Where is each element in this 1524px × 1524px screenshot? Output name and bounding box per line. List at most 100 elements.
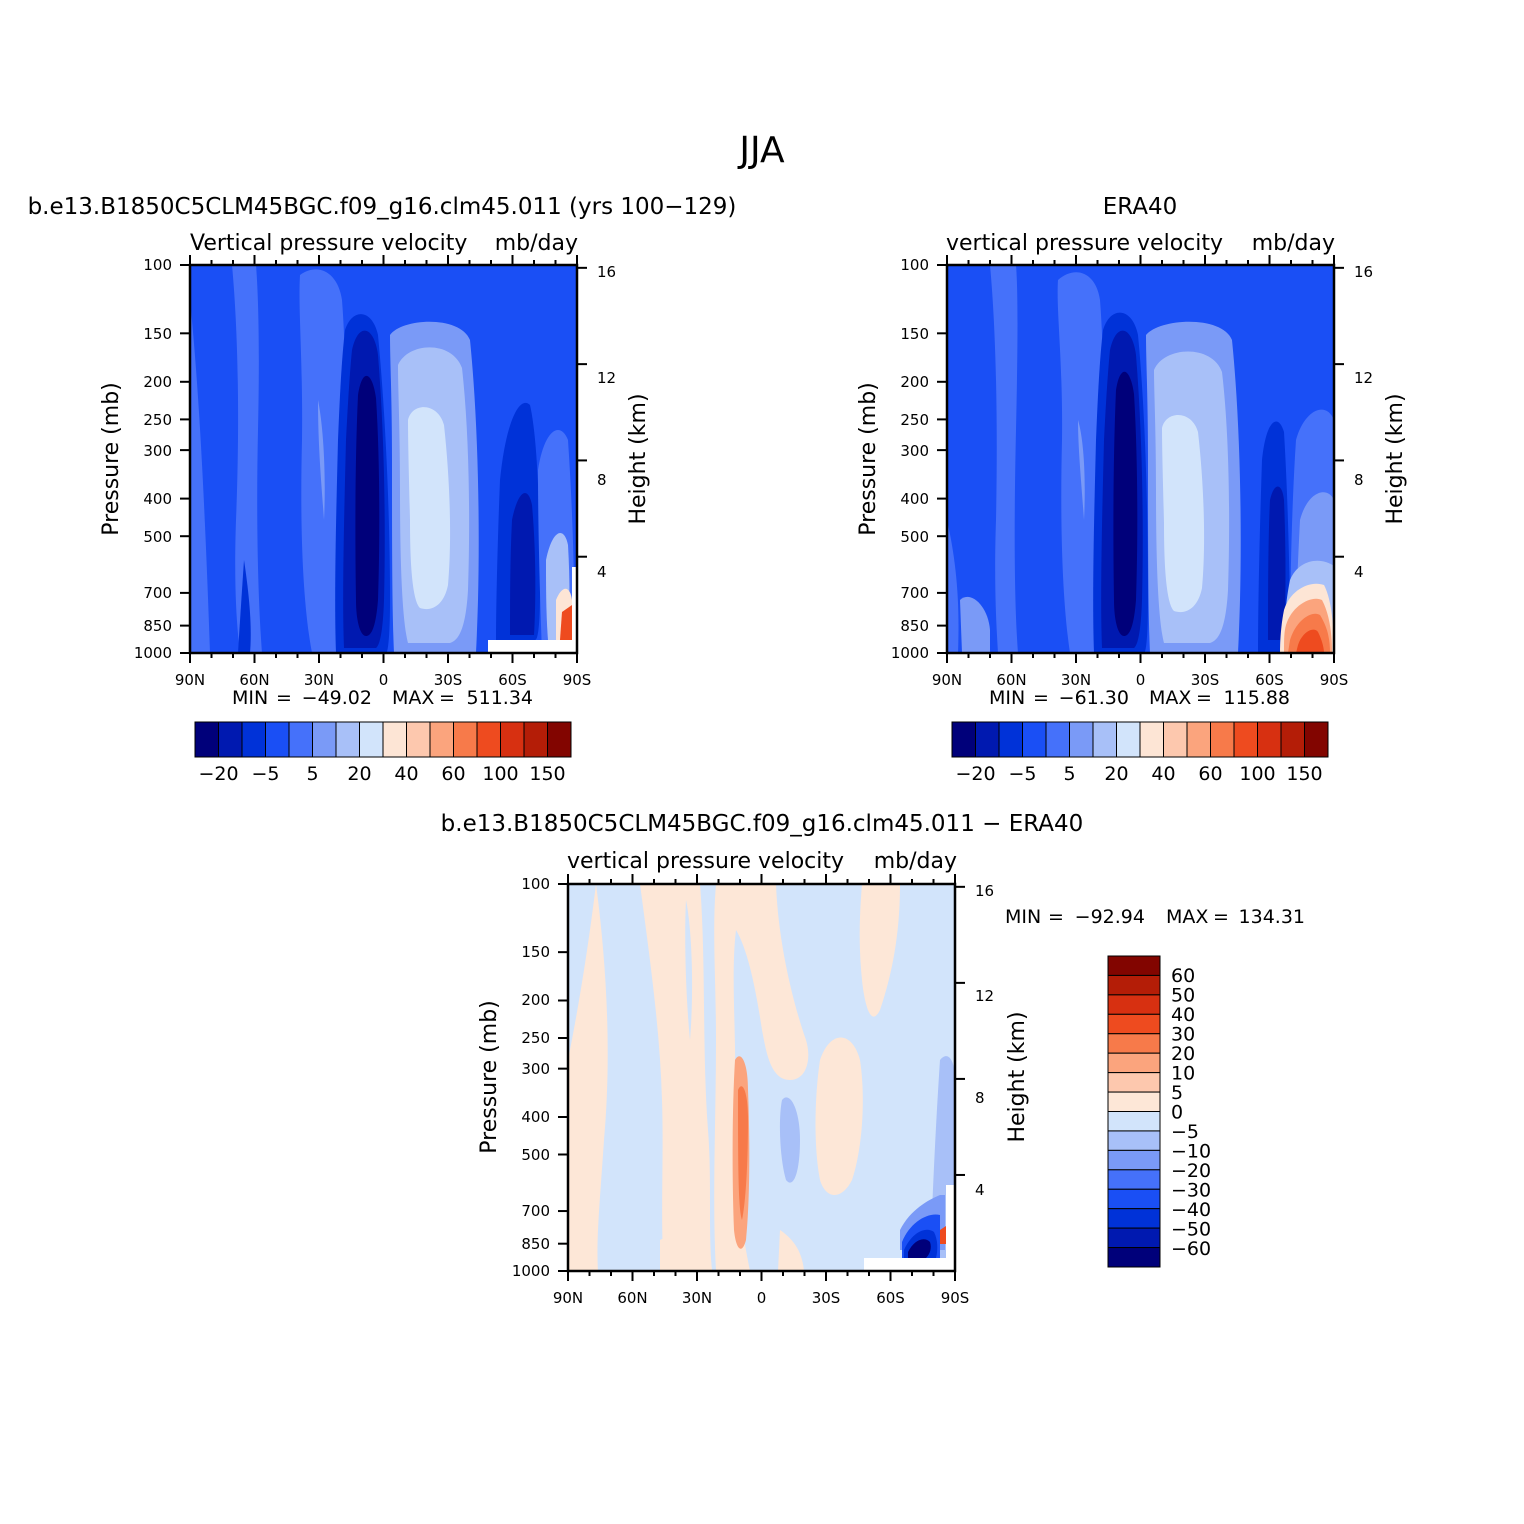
obs-y-tick-label: 100 xyxy=(900,256,929,274)
obs-y-tick-label: 500 xyxy=(900,528,929,546)
model-height-tick-label: 16 xyxy=(597,263,616,281)
model-contour-band xyxy=(232,265,262,653)
difference-contour-field xyxy=(568,884,955,1271)
obs-height-tick-label: 4 xyxy=(1354,563,1364,581)
difference-y-tick-label: 700 xyxy=(521,1202,550,1220)
difference-contour-band xyxy=(778,1230,804,1271)
obs-y-tick-label: 700 xyxy=(900,584,929,602)
obs-contour-field xyxy=(947,265,1334,653)
obs-x-tick-label: 90N xyxy=(932,671,962,689)
model-variable-label: Vertical pressure velocity xyxy=(190,231,467,256)
difference-panel: b.e13.B1850C5CLM45BGC.f09_g16.clm45.011 … xyxy=(441,811,1305,1307)
model-missing-data-mask xyxy=(572,567,577,640)
obs-colorbar-box xyxy=(1045,721,1070,758)
obs-y-tick-label: 300 xyxy=(900,442,929,460)
model-height-tick-label: 4 xyxy=(597,563,607,581)
model-height-tick-labels: 16 12 8 4 xyxy=(597,263,616,581)
obs-y-tick-label: 200 xyxy=(900,373,929,391)
model-y-tick-label: 500 xyxy=(143,528,172,546)
difference-contour-band xyxy=(859,884,900,1017)
model-colorbar-label: −20 xyxy=(198,763,238,785)
model-contour-band xyxy=(318,400,325,520)
model-tick-marks xyxy=(180,255,587,663)
difference-colorbar-box xyxy=(1107,1188,1161,1210)
difference-units-label: mb/day xyxy=(874,849,957,874)
obs-contour-band xyxy=(1268,486,1286,640)
difference-y-tick-labels: 100 150 200 250 300 400 500 700 850 1000 xyxy=(512,875,550,1280)
difference-x-tick-labels: 90N 60N 30N 0 30S 60S 90S xyxy=(553,1289,969,1307)
difference-min-max-stats: MIN = −92.94 MAX = 134.31 xyxy=(1005,906,1305,928)
model-panel: b.e13.B1850C5CLM45BGC.f09_g16.clm45.011 … xyxy=(28,194,737,785)
obs-y-tick-label: 150 xyxy=(900,325,929,343)
difference-colorbar-label: 5 xyxy=(1171,1082,1183,1104)
difference-contour-band xyxy=(640,884,712,1271)
model-x-tick-label: 60S xyxy=(498,671,527,689)
obs-contour-band xyxy=(1296,629,1324,653)
obs-contour-band xyxy=(947,520,959,653)
difference-panel-title: b.e13.B1850C5CLM45BGC.f09_g16.clm45.011 … xyxy=(441,811,1084,837)
difference-x-tick-label: 90N xyxy=(553,1289,583,1307)
difference-height-tick-label: 16 xyxy=(975,882,994,900)
model-y-tick-label: 300 xyxy=(143,442,172,460)
model-colorbar-box xyxy=(547,721,572,758)
difference-contour-band xyxy=(815,1037,863,1195)
difference-colorbar-box xyxy=(1107,994,1161,1015)
difference-height-axis-label: Height (km) xyxy=(1005,1011,1030,1142)
obs-colorbar-label: 150 xyxy=(1286,763,1322,785)
model-contour-band xyxy=(510,493,536,635)
difference-colorbar-box xyxy=(1107,1033,1161,1054)
difference-contour-band xyxy=(908,1239,931,1258)
model-min-label: MIN xyxy=(232,687,268,709)
obs-colorbar-label: 40 xyxy=(1151,763,1175,785)
difference-height-tick-label: 4 xyxy=(975,1181,985,1199)
model-colorbar-label: 5 xyxy=(306,763,318,785)
difference-colorbar-label: −30 xyxy=(1171,1180,1211,1202)
model-colorbar-box xyxy=(194,721,219,758)
obs-colorbar-label: −5 xyxy=(1008,763,1036,785)
difference-colorbar-label: 60 xyxy=(1171,965,1195,987)
difference-colorbar-box xyxy=(1107,1247,1161,1268)
obs-contour-band xyxy=(1113,371,1138,636)
difference-y-tick-label: 1000 xyxy=(512,1262,550,1280)
obs-colorbar-box xyxy=(1233,721,1258,758)
obs-colorbar-box xyxy=(1163,721,1188,758)
model-height-axis-label: Height (km) xyxy=(626,393,651,524)
obs-min-value: −61.30 xyxy=(1059,687,1129,709)
difference-contour-band xyxy=(714,884,809,1271)
model-y-tick-labels: 100 150 200 250 300 400 500 700 850 1000 xyxy=(134,256,172,662)
obs-height-tick-labels: 16 12 8 4 xyxy=(1354,263,1373,581)
model-colorbar-label: 40 xyxy=(394,763,418,785)
difference-y-tick-label: 850 xyxy=(521,1235,550,1253)
difference-y-tick-label: 150 xyxy=(521,943,550,961)
difference-colorbar-label: 50 xyxy=(1171,985,1195,1007)
obs-contour-band xyxy=(1078,420,1085,520)
difference-colorbar-box xyxy=(1107,1149,1161,1171)
model-colorbar-box xyxy=(500,721,525,758)
difference-colorbar-label: 20 xyxy=(1171,1043,1195,1065)
obs-height-tick-label: 16 xyxy=(1354,263,1373,281)
difference-contour-band xyxy=(568,884,608,1271)
obs-height-tick-label: 12 xyxy=(1354,369,1373,387)
difference-min-value: −92.94 xyxy=(1075,906,1145,928)
obs-colorbar-box xyxy=(1116,721,1141,758)
difference-y-tick-label: 500 xyxy=(521,1146,550,1164)
difference-x-tick-label: 30S xyxy=(812,1289,841,1307)
difference-x-tick-label: 90S xyxy=(941,1289,970,1307)
model-colorbar-boxes xyxy=(194,721,572,758)
difference-colorbar-box xyxy=(1107,1013,1161,1035)
model-x-tick-label: 30S xyxy=(434,671,463,689)
difference-height-tick-label: 8 xyxy=(975,1089,985,1107)
difference-height-tick-labels: 16 12 8 4 xyxy=(975,882,994,1199)
obs-colorbar-label: 60 xyxy=(1198,763,1222,785)
difference-y-tick-label: 200 xyxy=(521,991,550,1009)
obs-colorbar-box xyxy=(1069,721,1094,758)
obs-x-tick-label: 0 xyxy=(1136,671,1146,689)
obs-y-tick-label: 850 xyxy=(900,617,929,635)
difference-contour-band xyxy=(779,1097,800,1183)
obs-y-tick-label: 250 xyxy=(900,411,929,429)
difference-colorbar-label: −5 xyxy=(1171,1121,1199,1143)
difference-colorbar-box xyxy=(1107,955,1161,976)
model-pressure-axis-label: Pressure (mb) xyxy=(99,382,124,536)
difference-contour-band xyxy=(940,1226,946,1244)
figure-title: JJA xyxy=(737,130,785,171)
